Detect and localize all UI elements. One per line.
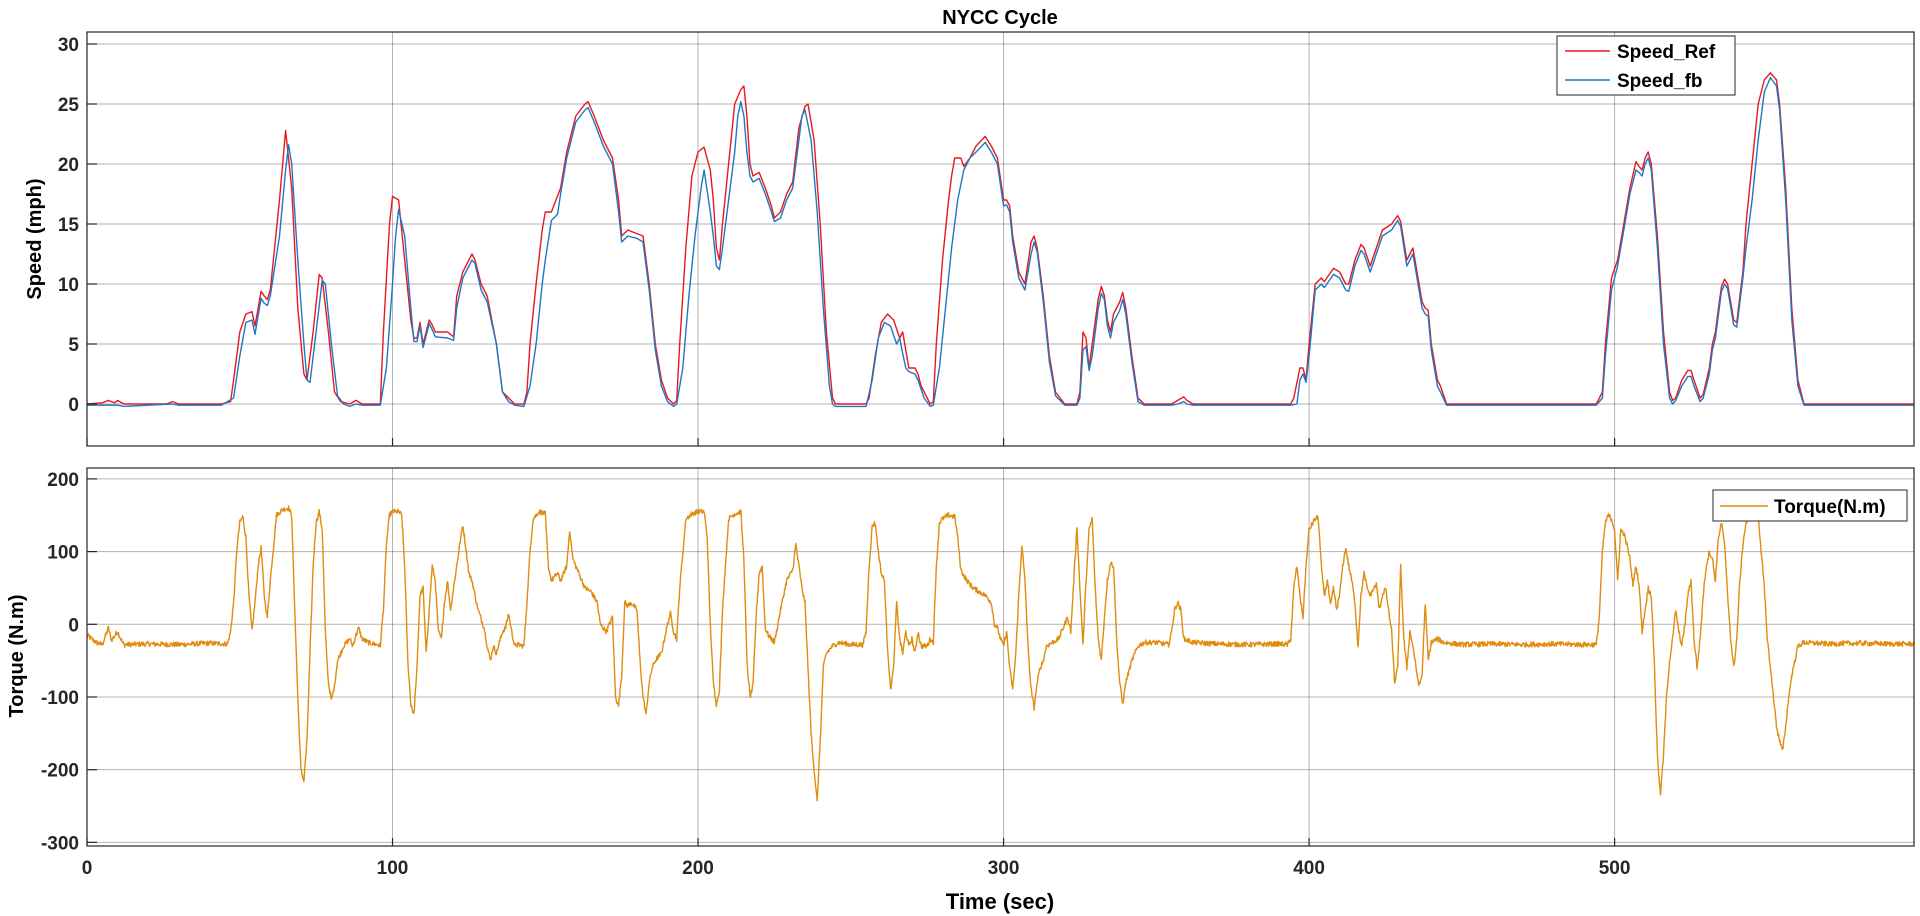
speed-y-axis-label: Speed (mph) bbox=[24, 178, 46, 299]
x-tick-label: 200 bbox=[682, 858, 714, 879]
y-tick-label: 5 bbox=[68, 335, 79, 356]
speed-plot-background bbox=[87, 32, 1914, 446]
y-tick-label: 0 bbox=[68, 615, 79, 636]
speed-legend-box bbox=[1556, 35, 1736, 96]
torque-plot-background bbox=[87, 468, 1914, 846]
y-tick-label: 200 bbox=[47, 470, 79, 491]
torque-ticks: 0 100 200 300 400 500 -300 -200 -100 0 100 200 bbox=[41, 470, 1630, 879]
speed-series bbox=[86, 72, 1914, 408]
y-tick-label: 20 bbox=[58, 155, 79, 176]
x-tick-label: 0 bbox=[82, 858, 93, 879]
x-tick-label: 300 bbox=[988, 858, 1020, 879]
series-line-speed-ref bbox=[86, 72, 1914, 405]
series-line-speed-fb bbox=[87, 76, 1914, 408]
speed-chart-title: NYCC Cycle bbox=[942, 7, 1058, 29]
legend-label-speed-ref: Speed_Ref bbox=[1617, 42, 1716, 63]
x-tick-label: 100 bbox=[377, 858, 409, 879]
legend-label-speed-fb: Speed_fb bbox=[1617, 71, 1703, 92]
legend-label-torque: Torque(N.m) bbox=[1774, 497, 1886, 518]
speed-ticks: 0 5 10 15 20 25 30 bbox=[58, 35, 1616, 446]
x-axis-label: Time (sec) bbox=[946, 889, 1054, 914]
torque-series bbox=[86, 505, 1915, 802]
y-tick-label: -300 bbox=[41, 833, 79, 854]
speed-plot-frame bbox=[86, 31, 1915, 447]
torque-legend: Torque(N.m) bbox=[1712, 489, 1908, 522]
y-tick-label: -200 bbox=[41, 761, 79, 782]
torque-plot-frame bbox=[86, 467, 1915, 847]
speed-grid bbox=[87, 32, 1914, 446]
torque-y-axis-label: Torque (N.m) bbox=[6, 595, 28, 718]
y-tick-label: 15 bbox=[58, 215, 80, 236]
y-tick-label: 100 bbox=[47, 543, 79, 564]
y-tick-label: -100 bbox=[41, 688, 79, 709]
speed-axes: 0 5 10 15 20 25 30 NYCC Cycle Speed (mph) Spee… bbox=[24, 7, 1915, 447]
torque-axes: 0 100 200 300 400 500 -300 -200 -100 0 100 200 Torq… bbox=[6, 467, 1915, 914]
y-tick-label: 10 bbox=[58, 275, 79, 296]
torque-grid bbox=[87, 468, 1914, 846]
series-line-torque-n-m bbox=[86, 505, 1915, 802]
y-tick-label: 0 bbox=[68, 395, 79, 416]
y-tick-label: 30 bbox=[58, 35, 79, 56]
y-tick-label: 25 bbox=[58, 95, 80, 116]
x-tick-label: 500 bbox=[1599, 858, 1631, 879]
speed-legend: Speed_Ref Speed_fb bbox=[1556, 35, 1736, 96]
x-tick-label: 400 bbox=[1293, 858, 1325, 879]
